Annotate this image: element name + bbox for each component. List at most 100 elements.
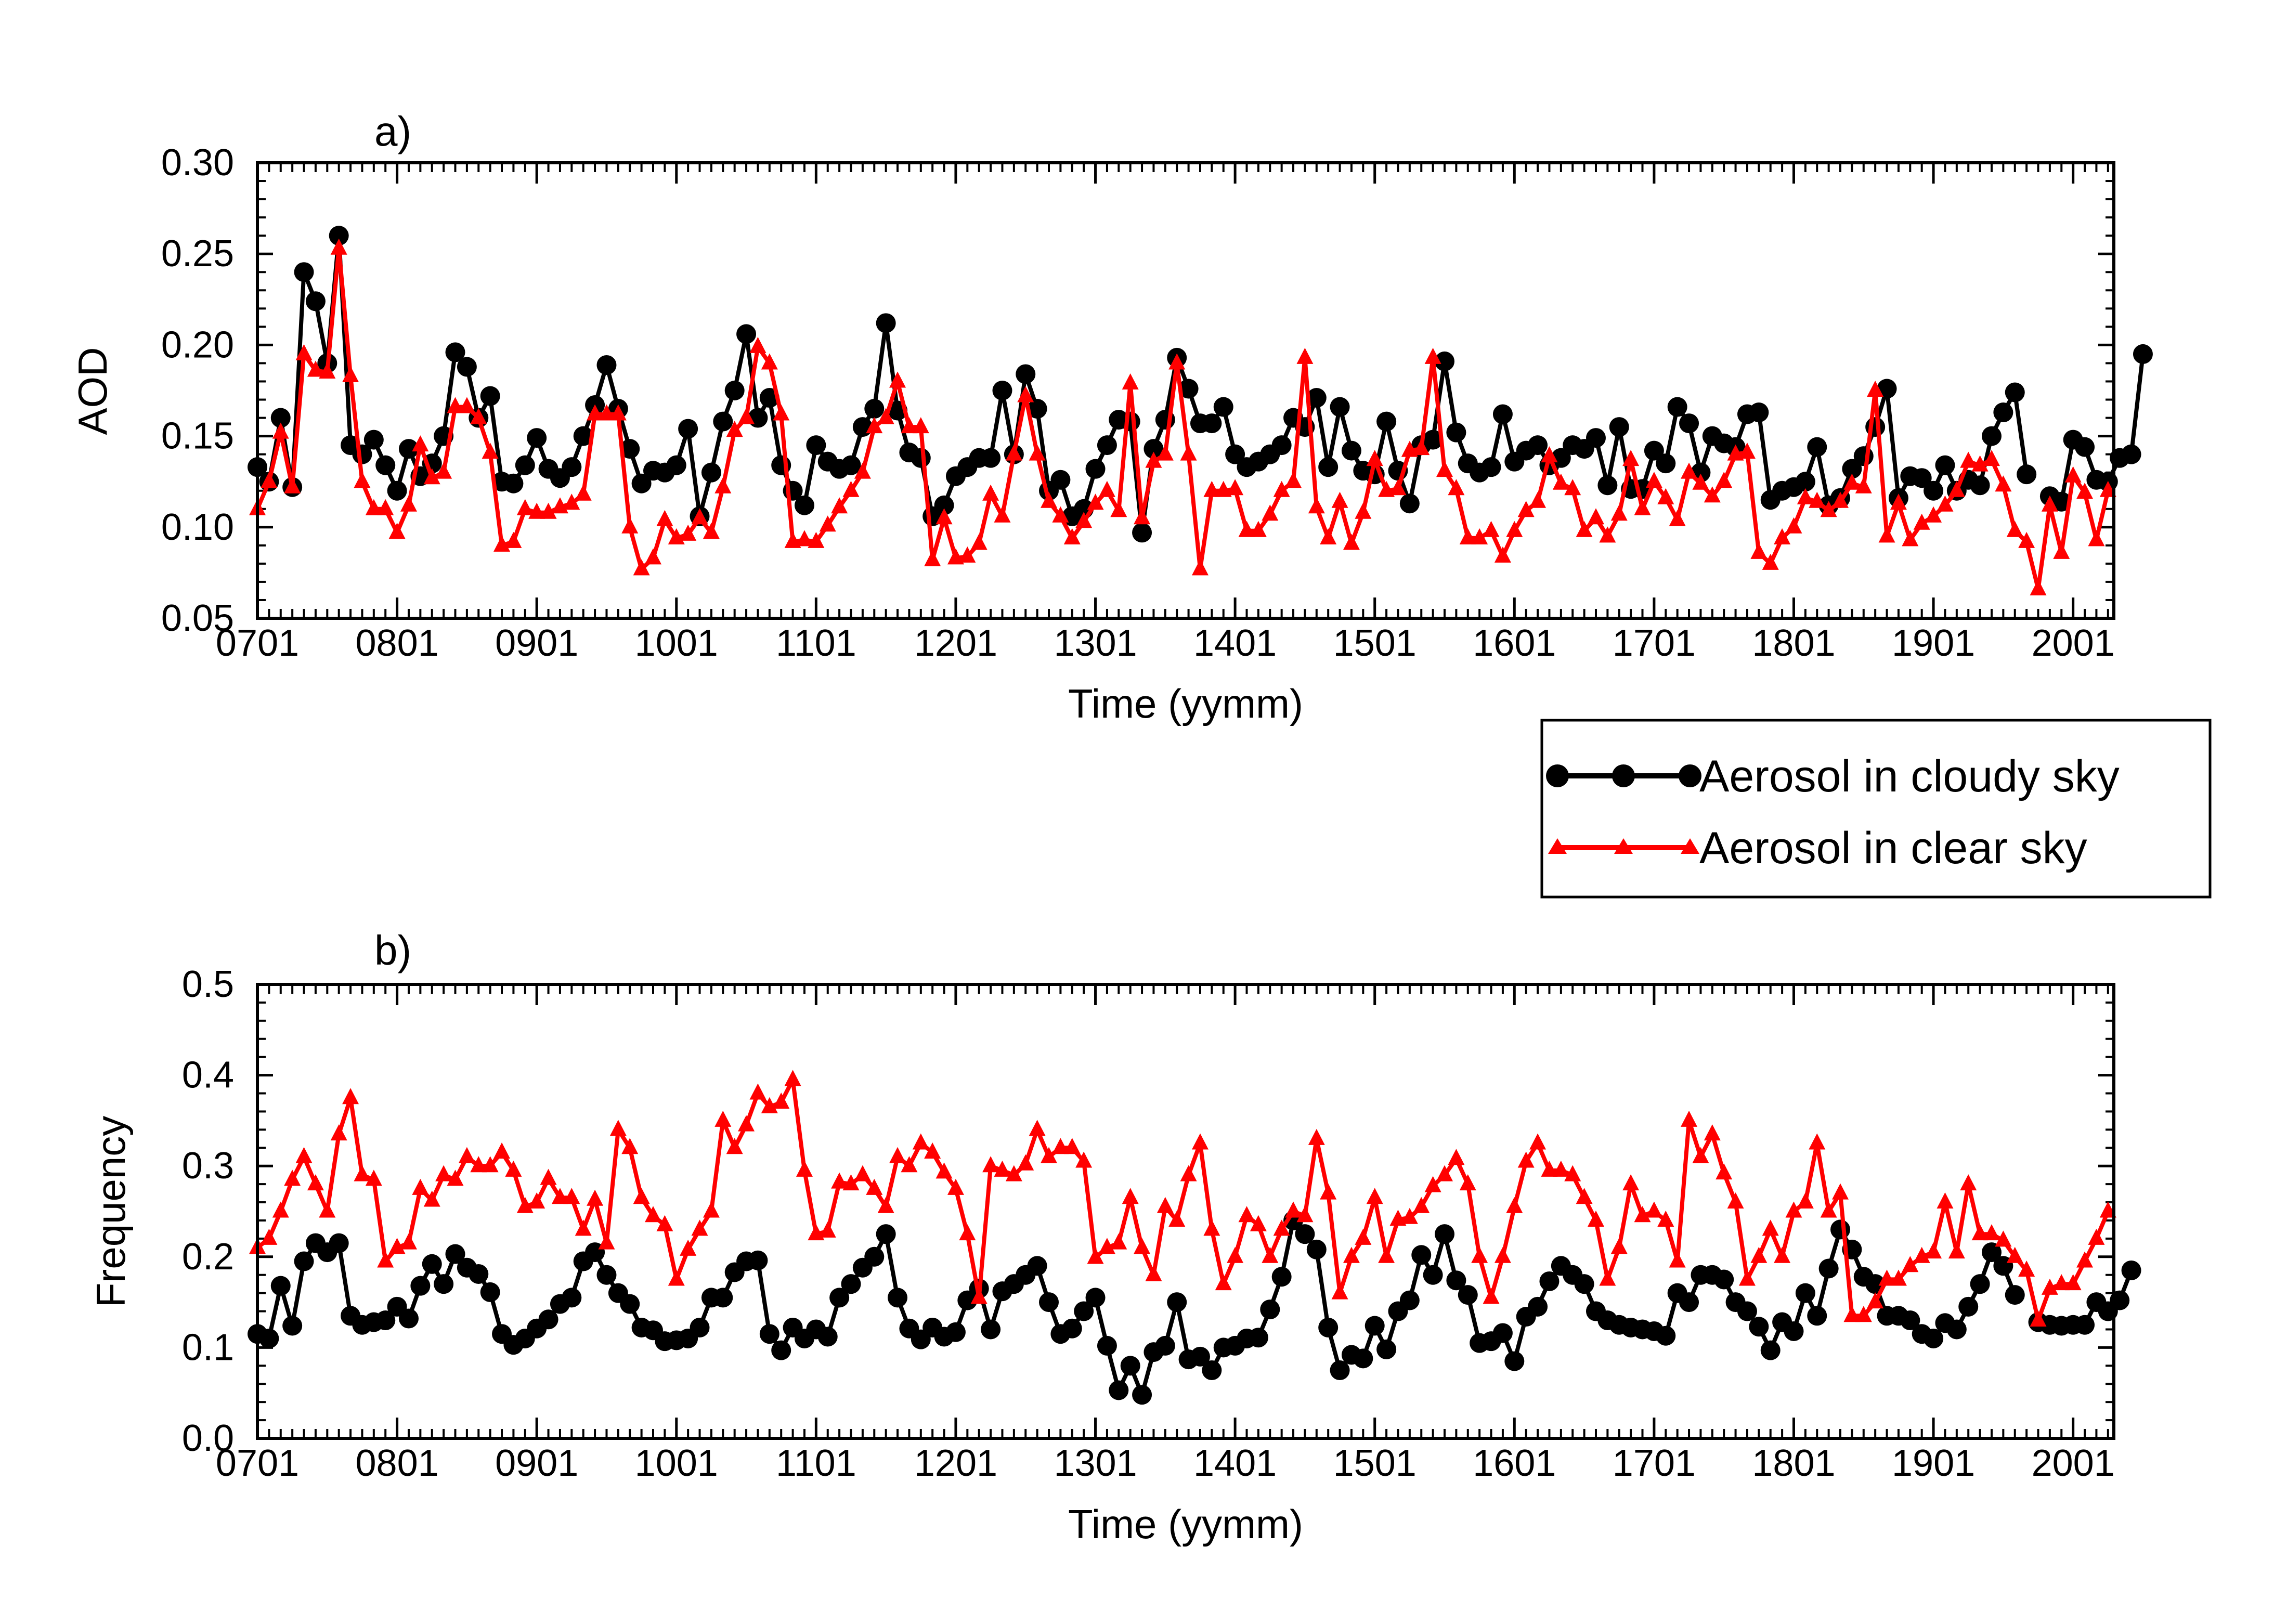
panel-a-y-tick-label: 0.30: [161, 142, 234, 184]
panel-a-x-tick-label: 0901: [495, 622, 578, 664]
panel-a-point-clear: [2041, 495, 2058, 512]
panel-a-point-clear: [1459, 528, 1476, 544]
panel-b-point-clear: [505, 1160, 522, 1177]
panel-b-point-clear: [2088, 1228, 2105, 1245]
panel-b-point-cloudy: [1760, 1340, 1781, 1360]
panel-b-x-tick-label: 0701: [216, 1443, 299, 1484]
panel-b-point-clear: [2076, 1251, 2094, 1268]
panel-a-point-cloudy: [1120, 411, 1140, 432]
panel-a-point-cloudy: [1970, 475, 1990, 496]
panel-b-x-tick-label: 1601: [1473, 1443, 1556, 1484]
panel-b-y-tick-label: 0.4: [182, 1055, 234, 1096]
panel-a-point-cloudy: [1667, 397, 1687, 417]
panel-b-point-cloudy: [398, 1308, 419, 1329]
panel-b-point-cloudy: [1027, 1256, 1047, 1276]
panel-b-y-axis-title: Frequency: [88, 1116, 134, 1308]
panel-b-point-cloudy: [2121, 1260, 2141, 1280]
panel-b-x-axis-title: Time (yymm): [1068, 1501, 1303, 1547]
panel-b-point-clear: [1041, 1147, 1058, 1163]
panel-b-point-cloudy: [981, 1319, 1001, 1340]
panel-b-point-cloudy: [1295, 1224, 1315, 1244]
panel-b-point-cloudy: [422, 1254, 442, 1274]
panel-b-point-clear: [714, 1110, 732, 1127]
panel-b-point-cloudy: [1365, 1316, 1385, 1336]
panel-a-point-clear: [1041, 491, 1058, 508]
panel-b-point-clear: [1203, 1219, 1220, 1236]
panel-a-point-clear: [505, 531, 522, 548]
panel-b-point-clear: [1401, 1207, 1418, 1224]
panel-a-point-clear: [1587, 508, 1604, 525]
panel-b-point-cloudy: [1435, 1224, 1455, 1244]
panel-b-point-cloudy: [1458, 1285, 1478, 1305]
panel-b-point-cloudy: [1981, 1242, 2002, 1263]
panel-a-point-clear: [1389, 479, 1407, 496]
panel-a-point-clear: [1843, 473, 1861, 490]
panel-b-point-clear: [1157, 1197, 1174, 1213]
panel-a-x-tick-label: 1801: [1752, 622, 1835, 664]
panel-b-point-cloudy: [1132, 1385, 1152, 1405]
panel-b-point-clear: [1122, 1188, 1139, 1204]
panel-b-point-clear: [1995, 1230, 2012, 1247]
panel-a-point-clear: [587, 404, 604, 421]
panel-a-point-cloudy: [596, 355, 617, 375]
panel-b-point-clear: [1820, 1201, 1837, 1218]
panel-a-point-clear: [2006, 521, 2023, 537]
panel-b-point-cloudy: [538, 1309, 558, 1330]
panel-a-point-cloudy: [713, 411, 733, 432]
panel-a-x-axis-title: Time (yymm): [1068, 681, 1303, 726]
panel-b-point-cloudy: [1946, 1319, 1967, 1340]
panel-b-point-clear: [1669, 1251, 1686, 1268]
panel-a-point-clear: [2076, 483, 2094, 499]
panel-b-point-clear: [877, 1197, 894, 1213]
panel-a-point-clear: [854, 462, 871, 479]
panel-a-point-cloudy: [305, 291, 326, 311]
panel-a-point-cloudy: [363, 430, 384, 450]
panel-b-point-clear: [1517, 1151, 1535, 1168]
panel-b-point-clear: [609, 1120, 627, 1136]
panel-a-point-clear: [272, 422, 289, 439]
panel-a-point-clear: [1855, 477, 1872, 493]
panel-a-point-cloudy: [666, 455, 686, 475]
panel-b-point-cloudy: [1970, 1274, 1990, 1294]
panel-b-point-cloudy: [375, 1310, 396, 1331]
panel-a-point-clear: [1797, 488, 1814, 504]
panel-a-y-tick-label: 0.25: [161, 233, 234, 275]
panel-a-point-clear: [1925, 506, 1942, 523]
panel-a-point-clear: [528, 502, 545, 519]
panel-b-point-cloudy: [690, 1317, 710, 1337]
panel-b-point-cloudy: [1795, 1283, 1815, 1303]
panel-b-point-cloudy: [1492, 1323, 1513, 1343]
panel-b-point-cloudy: [1085, 1288, 1106, 1308]
panel-b-point-clear: [342, 1088, 359, 1105]
panel-b-point-clear: [1087, 1248, 1104, 1264]
panel-a-point-cloudy: [1050, 470, 1071, 490]
panel-a-point-cloudy: [1178, 379, 1199, 399]
panel-a-point-clear: [1145, 451, 1162, 468]
panel-a-point-clear: [423, 468, 440, 485]
panel-a-point-clear: [1110, 501, 1127, 517]
panel-a-point-cloudy: [294, 262, 314, 282]
panel-a-point-clear: [1995, 475, 2012, 492]
panel-b-point-clear: [598, 1233, 615, 1250]
panel-a-point-cloudy: [1853, 446, 1874, 466]
panel-b-point-cloudy: [1248, 1328, 1268, 1348]
panel-b-point-cloudy: [1353, 1348, 1373, 1369]
panel-b-point-cloudy: [1818, 1258, 1839, 1279]
panel-a-point-clear: [714, 477, 732, 493]
panel-b-point-clear: [563, 1188, 580, 1204]
panel-a-point-clear: [1262, 504, 1279, 521]
panel-a-point-clear: [1634, 499, 1651, 515]
panel-a-point-cloudy: [387, 480, 407, 501]
panel-a-point-clear: [2030, 579, 2047, 595]
panel-b-point-clear: [1005, 1165, 1022, 1181]
panel-a-point-clear: [1215, 480, 1232, 497]
panel-a-point-clear: [1622, 450, 1640, 466]
panel-b-point-clear: [1552, 1160, 1569, 1177]
panel-a-point-clear: [1168, 353, 1186, 370]
panel-a-point-cloudy: [527, 428, 547, 448]
panel-a-point-cloudy: [1435, 351, 1455, 371]
panel-a-point-cloudy: [1225, 444, 1245, 464]
panel-a-point-clear: [458, 397, 475, 413]
panel-b-point-clear: [1343, 1246, 1360, 1263]
